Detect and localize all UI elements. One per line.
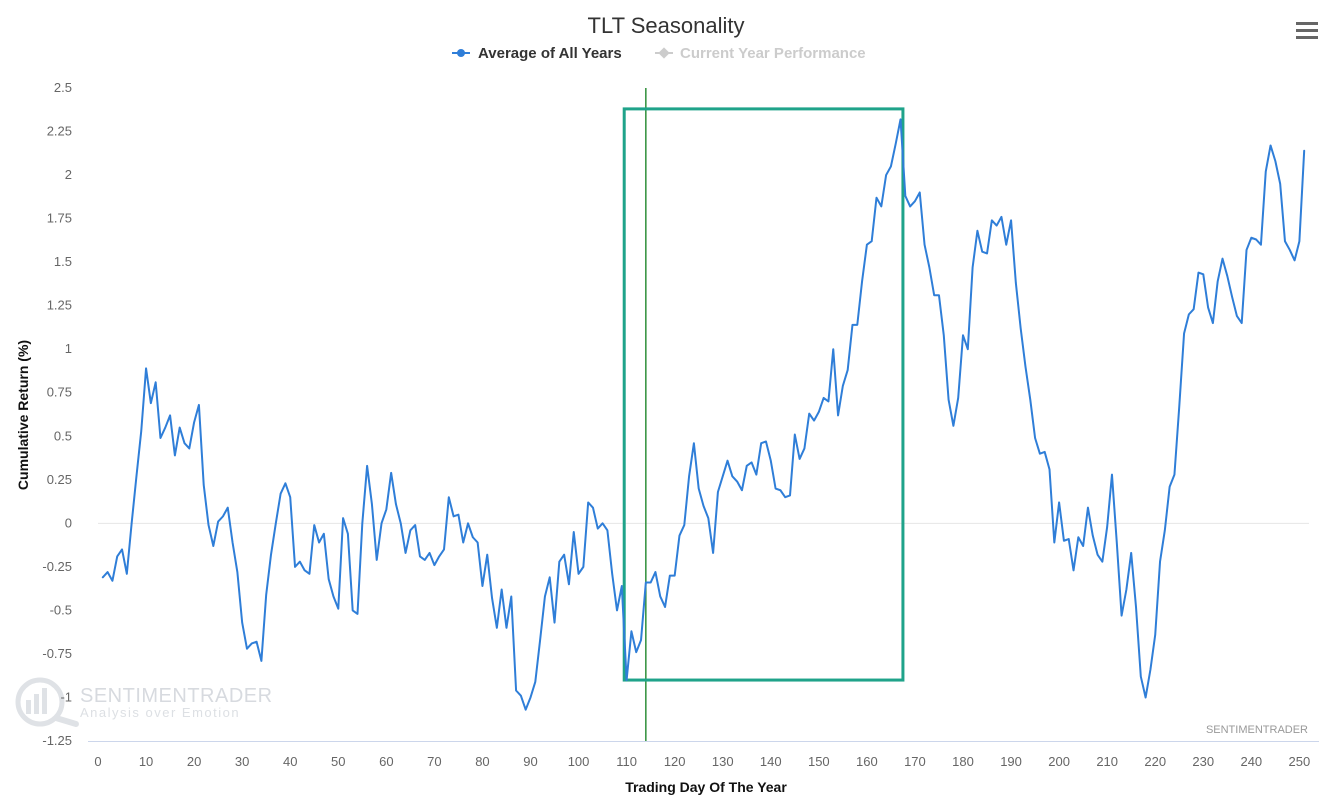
x-tick-label: 110	[616, 754, 637, 769]
y-tick-label: 0	[65, 515, 72, 530]
watermark-brand: SENTIMENTRADER	[80, 685, 273, 707]
x-tick-label: 250	[1289, 754, 1311, 769]
x-tick-label: 50	[331, 754, 345, 769]
x-tick-label: 30	[235, 754, 249, 769]
legend: Average of All Years Current Year Perfor…	[452, 45, 866, 62]
y-tick-label: 0.75	[47, 385, 72, 400]
highlight-box	[622, 107, 905, 682]
legend-label-current-year: Current Year Performance	[680, 45, 866, 62]
y-tick-label: 2.5	[54, 80, 72, 95]
magnifier-logo-icon	[15, 677, 79, 727]
x-tick-label: 130	[712, 754, 734, 769]
x-tick-label: 160	[856, 754, 878, 769]
y-axis-ticks: 2.5 2.25 2 1.75 1.5 1.25 1 0.75 0.5 0.25 0 -0.25 -0.…	[42, 80, 72, 748]
x-axis-title: Trading Day Of The Year	[625, 779, 787, 795]
hamburger-menu-icon[interactable]	[1296, 22, 1318, 39]
series	[101, 118, 1306, 711]
y-tick-label: -0.75	[42, 646, 72, 661]
x-tick-label: 100	[568, 754, 590, 769]
y-tick-label: 1.5	[54, 254, 72, 269]
x-tick-label: 140	[760, 754, 782, 769]
y-tick-label: 1.25	[47, 298, 72, 313]
legend-item-average[interactable]: Average of All Years	[452, 45, 622, 62]
y-tick-label: -1	[60, 689, 72, 704]
y-tick-label: -1.25	[42, 733, 72, 748]
x-tick-label: 120	[664, 754, 686, 769]
watermark: SENTIMENTRADER Analysis over Emotion	[15, 677, 273, 727]
y-tick-label: -0.5	[50, 602, 72, 617]
legend-label-average: Average of All Years	[478, 45, 622, 62]
legend-marker-average	[457, 49, 465, 57]
chart-title: TLT Seasonality	[588, 13, 745, 38]
x-tick-label: 0	[94, 754, 101, 769]
y-tick-label: 1.75	[47, 211, 72, 226]
x-tick-label: 210	[1096, 754, 1118, 769]
y-tick-label: 0.5	[54, 428, 72, 443]
chart-credit: SENTIMENTRADER	[1206, 724, 1308, 736]
x-tick-label: 220	[1144, 754, 1166, 769]
x-tick-label: 170	[904, 754, 926, 769]
y-tick-label: 2.25	[47, 124, 72, 139]
legend-marker-current-year	[658, 47, 670, 59]
x-tick-label: 230	[1192, 754, 1214, 769]
x-tick-label: 180	[952, 754, 974, 769]
y-tick-label: -0.25	[42, 559, 72, 574]
y-tick-label: 1	[65, 341, 72, 356]
y-tick-label: 0.25	[47, 472, 72, 487]
x-tick-label: 190	[1000, 754, 1022, 769]
watermark-tagline: Analysis over Emotion	[80, 705, 240, 720]
x-tick-label: 200	[1048, 754, 1070, 769]
y-axis-title: Cumulative Return (%)	[15, 340, 31, 490]
x-tick-label: 10	[139, 754, 153, 769]
x-tick-label: 80	[475, 754, 489, 769]
x-tick-label: 70	[427, 754, 441, 769]
x-tick-label: 90	[523, 754, 537, 769]
x-tick-label: 240	[1240, 754, 1262, 769]
x-tick-label: 40	[283, 754, 297, 769]
x-tick-label: 150	[808, 754, 830, 769]
legend-item-current-year[interactable]: Current Year Performance	[655, 45, 866, 62]
x-tick-label: 20	[187, 754, 201, 769]
x-axis-ticks: 0 10 20 30 40 50 60 70 80 90 100 110 120 130 140 150 160…	[94, 754, 1310, 769]
annotations	[622, 88, 905, 741]
series-line-0[interactable]	[101, 118, 1306, 711]
x-tick-label: 60	[379, 754, 393, 769]
y-tick-label: 2	[65, 167, 72, 182]
